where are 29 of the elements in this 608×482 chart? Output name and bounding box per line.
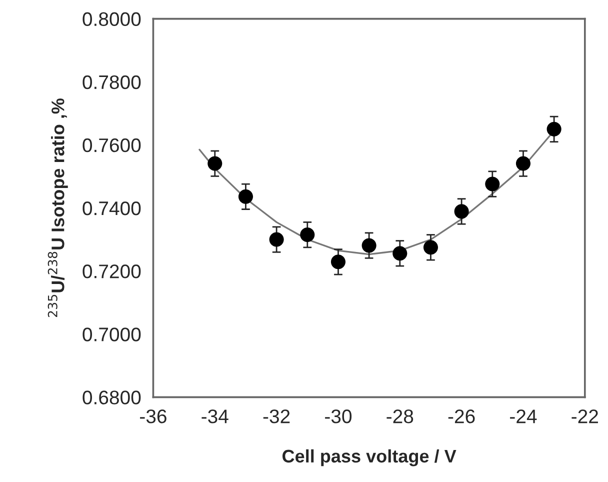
x-tick-label: -36: [140, 409, 166, 424]
point: [485, 176, 500, 192]
y-tick-label: 0.8000: [82, 12, 141, 26]
point: [516, 156, 531, 171]
point: [454, 204, 469, 219]
y-tick-label: 0.7200: [82, 264, 141, 278]
point: [208, 156, 222, 171]
point: [330, 254, 346, 270]
x-tick-label: -34: [202, 409, 228, 424]
y-axis-title: $^{235}$U/$^{238}$U Isotope ratio ,%: [48, 98, 68, 318]
y-tick-label: 0.7400: [82, 201, 141, 216]
point: [423, 240, 438, 255]
y-tick-label: 0.6800: [82, 390, 141, 404]
point: [269, 232, 284, 247]
y-tick-label: 0.7000: [82, 328, 141, 342]
y-tick-label: 0.7600: [82, 138, 141, 152]
y-tick-label: 0.7800: [82, 75, 141, 90]
x-tick-label: -24: [510, 409, 537, 424]
x-axis-title: Cell pass voltage / V: [282, 449, 456, 466]
point: [392, 246, 408, 261]
point: [300, 228, 315, 242]
x-tick-label: -26: [448, 409, 475, 424]
x-tick-label: -32: [263, 409, 290, 424]
x-tick-label: -30: [325, 409, 352, 424]
x-tick-label: -28: [386, 409, 414, 424]
x-tick-label: -22: [572, 409, 598, 424]
point: [362, 238, 376, 253]
point: [238, 189, 254, 204]
point: [546, 122, 562, 136]
